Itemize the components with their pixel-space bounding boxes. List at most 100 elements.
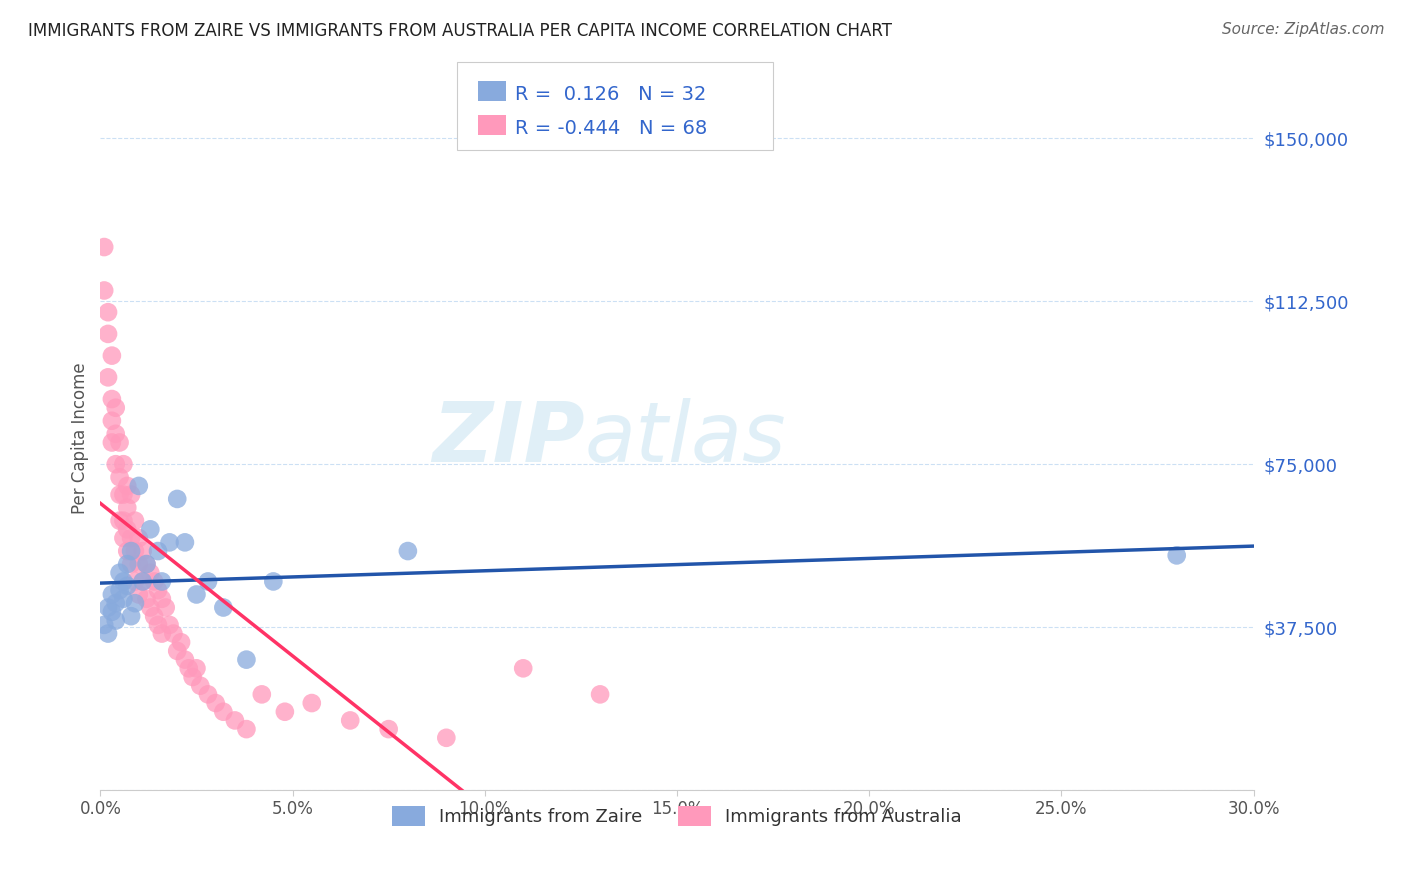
Point xyxy=(112,514,135,528)
Text: IMMIGRANTS FROM ZAIRE VS IMMIGRANTS FROM AUSTRALIA PER CAPITA INCOME CORRELATION: IMMIGRANTS FROM ZAIRE VS IMMIGRANTS FROM… xyxy=(28,22,893,40)
Point xyxy=(146,618,169,632)
Point xyxy=(104,614,127,628)
Point xyxy=(93,284,115,298)
Point xyxy=(188,679,211,693)
Point xyxy=(166,644,188,658)
Point xyxy=(139,522,162,536)
Point xyxy=(150,626,173,640)
Point xyxy=(93,240,115,254)
Point xyxy=(101,392,124,406)
Point xyxy=(250,687,273,701)
Point xyxy=(97,626,120,640)
Point xyxy=(135,557,157,571)
Point xyxy=(159,535,181,549)
Point xyxy=(117,544,139,558)
Point xyxy=(117,522,139,536)
Point xyxy=(301,696,323,710)
Point xyxy=(108,435,131,450)
Point xyxy=(104,401,127,415)
Point xyxy=(120,487,142,501)
Point xyxy=(143,609,166,624)
Point xyxy=(120,557,142,571)
Point xyxy=(204,696,226,710)
Text: R = -0.444   N = 68: R = -0.444 N = 68 xyxy=(515,119,707,137)
Point xyxy=(262,574,284,589)
Point xyxy=(108,514,131,528)
Point xyxy=(120,609,142,624)
Point xyxy=(101,349,124,363)
Point xyxy=(197,574,219,589)
Point xyxy=(104,596,127,610)
Text: ZIP: ZIP xyxy=(432,398,585,479)
Point xyxy=(174,652,197,666)
Point xyxy=(112,487,135,501)
Point xyxy=(128,479,150,493)
Point xyxy=(117,479,139,493)
Point xyxy=(128,531,150,545)
Point xyxy=(93,618,115,632)
Point xyxy=(150,574,173,589)
Point xyxy=(112,531,135,545)
Point xyxy=(377,722,399,736)
Point xyxy=(212,705,235,719)
Text: atlas: atlas xyxy=(585,398,786,479)
Point xyxy=(181,670,204,684)
Legend: Immigrants from Zaire, Immigrants from Australia: Immigrants from Zaire, Immigrants from A… xyxy=(385,798,969,834)
Point xyxy=(124,596,146,610)
Point xyxy=(124,514,146,528)
Point xyxy=(170,635,193,649)
Point xyxy=(112,457,135,471)
Point xyxy=(174,535,197,549)
Text: Source: ZipAtlas.com: Source: ZipAtlas.com xyxy=(1222,22,1385,37)
Point xyxy=(434,731,457,745)
Point xyxy=(512,661,534,675)
Point xyxy=(108,470,131,484)
Point xyxy=(235,722,257,736)
Point xyxy=(1166,549,1188,563)
Point xyxy=(235,652,257,666)
Point xyxy=(117,557,139,571)
Point xyxy=(97,600,120,615)
Point xyxy=(155,600,177,615)
Point xyxy=(112,574,135,589)
Point xyxy=(117,579,139,593)
Point xyxy=(101,414,124,428)
Point xyxy=(97,305,120,319)
Point xyxy=(108,566,131,580)
Point xyxy=(112,591,135,606)
Point xyxy=(108,583,131,598)
Point xyxy=(135,557,157,571)
Point xyxy=(120,531,142,545)
Point xyxy=(146,583,169,598)
Point xyxy=(224,714,246,728)
Point xyxy=(104,426,127,441)
Point xyxy=(117,500,139,515)
Point xyxy=(162,626,184,640)
Point xyxy=(197,687,219,701)
Point xyxy=(186,661,208,675)
Text: R =  0.126   N = 32: R = 0.126 N = 32 xyxy=(515,85,706,103)
Point xyxy=(128,587,150,601)
Point xyxy=(120,544,142,558)
Point xyxy=(128,557,150,571)
Point xyxy=(97,326,120,341)
Point xyxy=(177,661,200,675)
Point xyxy=(166,491,188,506)
Point xyxy=(159,618,181,632)
Y-axis label: Per Capita Income: Per Capita Income xyxy=(72,362,89,514)
Point xyxy=(104,457,127,471)
Point xyxy=(396,544,419,558)
Point xyxy=(150,591,173,606)
Point xyxy=(212,600,235,615)
Point xyxy=(108,487,131,501)
Point xyxy=(339,714,361,728)
Point xyxy=(101,587,124,601)
Point xyxy=(124,574,146,589)
Point xyxy=(131,544,153,558)
Point xyxy=(97,370,120,384)
Point xyxy=(124,544,146,558)
Point xyxy=(139,566,162,580)
Point xyxy=(101,435,124,450)
Point xyxy=(101,605,124,619)
Point xyxy=(131,574,153,589)
